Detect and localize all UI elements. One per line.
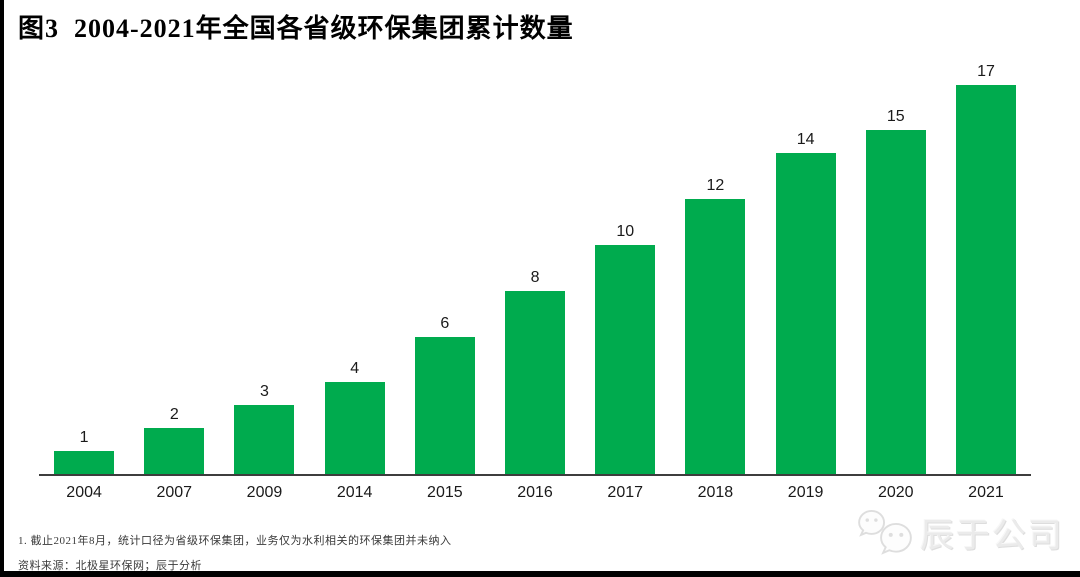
bar	[324, 382, 385, 474]
plot-area: 1 2 3 4 6 8 10 12 14 15 17	[39, 54, 1031, 476]
bar-group-2017: 10	[580, 224, 670, 474]
bar-value-label: 15	[886, 108, 905, 125]
bar-value-label: 12	[706, 177, 725, 194]
bar-group-2016: 8	[490, 270, 580, 474]
bar-value-label: 1	[79, 429, 89, 446]
source-note: 资料来源：北极星环保网；辰于分析	[18, 560, 202, 572]
bar-value-label: 14	[796, 131, 815, 148]
bar-group-2004: 1	[39, 430, 129, 474]
bar-value-label: 4	[350, 360, 360, 377]
bar-value-label: 2	[169, 406, 179, 423]
bar-value-label: 6	[440, 315, 450, 332]
bar-value-label: 8	[530, 269, 540, 286]
bar-group-2015: 6	[400, 316, 490, 474]
x-tick-label: 2016	[517, 484, 553, 501]
left-border-strip	[0, 0, 4, 577]
bar-group-2020: 15	[851, 109, 941, 474]
x-tick-label: 2019	[787, 484, 824, 501]
bar-group-2021: 17	[941, 64, 1031, 474]
bar	[775, 153, 836, 474]
bar-value-label: 10	[616, 223, 635, 240]
bottom-border-strip	[0, 571, 1080, 577]
bar-chart: 1 2 3 4 6 8 10 12 14 15 17 2004 2007 2009 2014 2015 201…	[39, 54, 1031, 502]
bar-group-2018: 12	[670, 178, 760, 474]
bar	[595, 245, 656, 474]
x-tick-label: 2021	[968, 484, 1004, 501]
bar	[54, 451, 115, 474]
bar-value-label: 17	[977, 63, 995, 80]
bar	[144, 428, 205, 474]
x-tick-label: 2018	[697, 484, 734, 501]
footnote: 1. 截止2021年8月，统计口径为省级环保集团，业务仅为水利相关的环保集团并未…	[18, 535, 452, 547]
bar	[685, 199, 746, 474]
x-tick-label: 2007	[156, 484, 193, 501]
bar-group-2009: 3	[219, 384, 309, 474]
bar-value-label: 3	[260, 383, 269, 400]
x-tick-label: 2014	[336, 484, 373, 501]
bar-group-2007: 2	[129, 407, 219, 474]
x-tick-label: 2015	[427, 484, 463, 501]
bar	[955, 85, 1016, 474]
bar	[234, 405, 295, 474]
bar	[414, 337, 475, 474]
bar	[865, 130, 926, 474]
watermark: 辰于公司	[856, 508, 1064, 557]
watermark-text: 辰于公司	[920, 517, 1064, 555]
bar-group-2014: 4	[310, 361, 400, 474]
x-tick-label: 2004	[66, 484, 102, 501]
x-tick-label: 2017	[607, 484, 644, 501]
x-axis: 2004 2007 2009 2014 2015 2016 2017 2018 2019 2020…	[39, 476, 1031, 502]
x-tick-label: 2009	[246, 484, 283, 501]
bar-group-2019: 14	[761, 132, 851, 474]
chart-title: 图3 2004-2021年全国各省级环保集团累计数量	[18, 14, 574, 43]
wechat-icon	[858, 509, 912, 555]
bar	[505, 291, 566, 474]
x-tick-label: 2020	[877, 484, 914, 501]
